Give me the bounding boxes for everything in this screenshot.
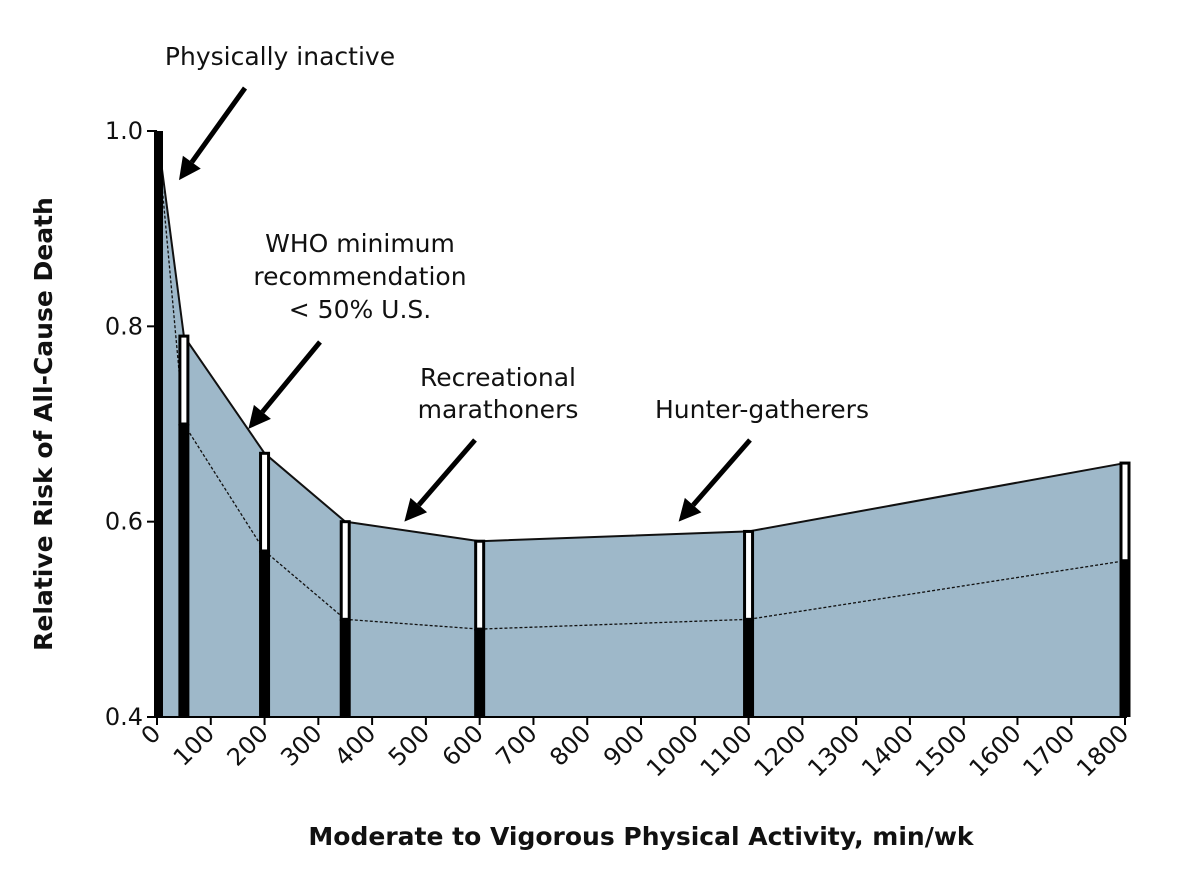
- x-tick-label: 700: [490, 719, 542, 771]
- bar-upper: [1119, 461, 1131, 563]
- bar-lower: [743, 619, 755, 717]
- x-tick-label: 1500: [910, 719, 973, 782]
- x-tick-label: 600: [437, 719, 489, 771]
- y-tick-label: 0.6: [105, 508, 143, 536]
- bar-upper: [259, 451, 271, 553]
- bar-lower: [259, 550, 271, 717]
- x-tick-label: 200: [222, 719, 274, 771]
- annotation-arrow-head: [404, 497, 428, 522]
- annotation-label: Physically inactive: [165, 42, 395, 71]
- bar-lower: [474, 629, 486, 717]
- x-tick-label: 400: [329, 719, 381, 771]
- annotation-label: Recreational marathoners: [418, 363, 579, 424]
- annotation-arrow-shaft: [691, 438, 752, 507]
- risk-band-area: [157, 131, 1125, 717]
- bar-upper: [474, 539, 486, 631]
- upper-risk-line: [156, 130, 1126, 543]
- x-tick-label: 800: [544, 719, 596, 771]
- x-axis-title: Moderate to Vigorous Physical Activity, …: [308, 822, 975, 851]
- x-tick-label: 500: [383, 719, 435, 771]
- x-tick-label: 1400: [856, 719, 919, 782]
- x-tick-label: 1200: [749, 719, 812, 782]
- annotation-arrow-shaft: [260, 340, 322, 414]
- annotation-label: WHO minimum recommendation < 50% U.S.: [253, 229, 466, 324]
- bar-lower: [178, 424, 190, 717]
- annotation-arrow-head: [678, 497, 702, 522]
- annotation-arrow-head: [248, 404, 271, 429]
- annotation-arrow-shaft: [416, 438, 477, 507]
- x-tick-label: 1000: [641, 719, 704, 782]
- bar-lower: [154, 131, 163, 717]
- y-tick-label: 0.4: [105, 703, 143, 731]
- x-tick-label: 100: [168, 719, 220, 771]
- annotation-label: Hunter-gatherers: [655, 395, 869, 424]
- x-tick-label: 1800: [1071, 719, 1134, 782]
- x-tick-label: 1300: [802, 719, 865, 782]
- bar-upper: [339, 520, 351, 621]
- annotation-arrow-head: [179, 155, 201, 181]
- bar-lower: [1119, 560, 1131, 717]
- bar-lower: [339, 619, 351, 717]
- bar-upper: [178, 334, 190, 426]
- x-tick-label: 1600: [964, 719, 1027, 782]
- x-tick-label: 1700: [1017, 719, 1080, 782]
- y-tick-label: 1.0: [105, 117, 143, 145]
- bar-upper: [743, 529, 755, 621]
- x-tick-label: 300: [275, 719, 327, 771]
- y-axis-title: Relative Risk of All-Cause Death: [29, 197, 58, 651]
- y-tick-label: 0.8: [105, 312, 143, 340]
- x-tick-label: 1100: [695, 719, 758, 782]
- annotation-arrow-shaft: [189, 86, 248, 164]
